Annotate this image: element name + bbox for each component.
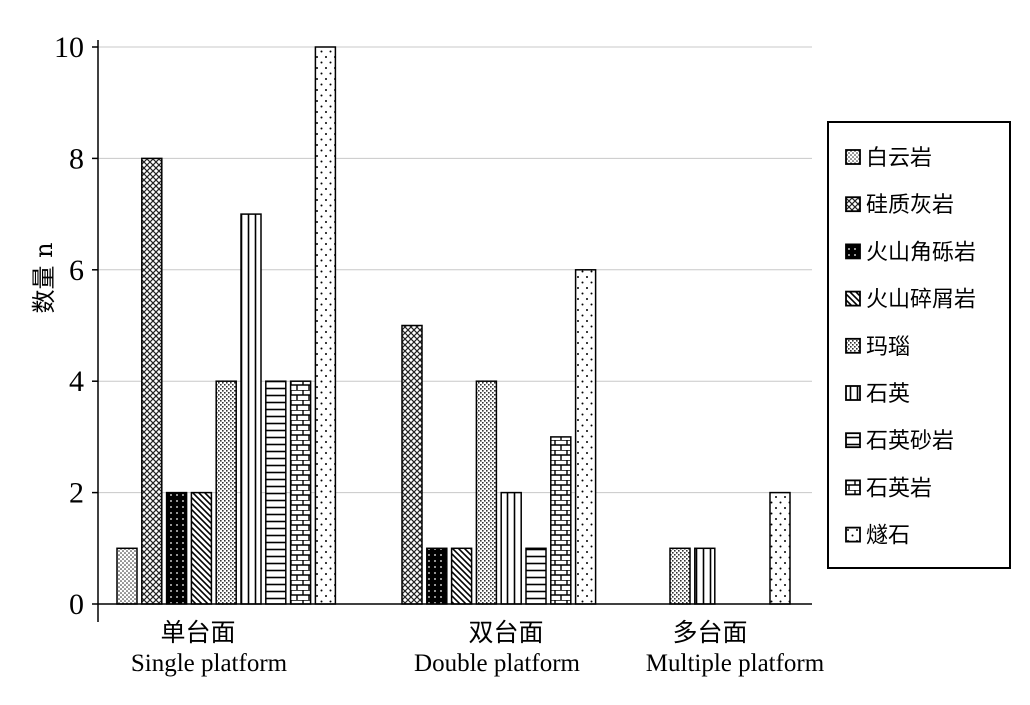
legend-swatch [845, 149, 861, 165]
legend-label: 石英 [866, 382, 910, 407]
legend-swatch [845, 479, 861, 496]
legend-label: 火山角砾岩 [866, 240, 976, 265]
legend-label: 玛瑙 [866, 335, 910, 360]
legend-swatch [845, 290, 861, 307]
legend-swatch [845, 243, 861, 260]
legend-label: 硅质灰岩 [866, 193, 954, 218]
bar [289, 380, 312, 605]
gridlines [98, 46, 812, 494]
bar [116, 547, 138, 605]
legend-swatch [845, 385, 861, 401]
legend-label: 火山碎屑岩 [866, 288, 976, 313]
bar [475, 380, 498, 605]
legend-swatch [845, 432, 861, 449]
category-labels: 单台面 Single platform 双台面 Double platform 多台面 M… [131, 618, 825, 677]
legend-swatch [845, 337, 861, 354]
bar [314, 46, 337, 605]
bars-group [116, 46, 791, 605]
category-label-cn: 单台面 [160, 618, 235, 647]
bar [500, 491, 522, 605]
legend-label: 石英岩 [866, 476, 932, 501]
bar [769, 491, 791, 605]
legend-swatch [845, 196, 861, 213]
category-label-en: Multiple platform [646, 650, 825, 677]
y-tick-label: 2 [69, 477, 84, 510]
category-label-cn: 双台面 [468, 618, 543, 647]
bar [694, 547, 716, 605]
bar [550, 436, 572, 605]
bar [240, 213, 262, 605]
legend-swatch [845, 526, 861, 543]
bar [574, 269, 597, 605]
bar [215, 380, 237, 605]
legend-label: 燧石 [866, 524, 910, 549]
bar [190, 491, 213, 605]
bar [265, 380, 287, 605]
y-tick-label: 10 [54, 31, 84, 64]
y-tick-label: 6 [69, 254, 84, 287]
legend-label: 白云岩 [866, 146, 932, 171]
y-tick-label: 4 [69, 365, 84, 398]
legend-label: 石英砂岩 [866, 429, 954, 454]
y-tick-label: 8 [69, 142, 84, 175]
bar [165, 491, 188, 605]
y-tick-label: 0 [69, 588, 84, 621]
bar [669, 547, 691, 605]
y-ticks: 0 2 4 6 8 10 [54, 31, 98, 621]
category-label-en: Double platform [414, 650, 580, 677]
bar [426, 547, 448, 605]
bar [141, 157, 163, 605]
bar [450, 547, 473, 605]
bar [525, 547, 547, 605]
category-label-cn: 多台面 [672, 618, 747, 647]
category-label-en: Single platform [131, 650, 288, 677]
bar [401, 324, 423, 605]
y-axis-label: 数量 n [30, 242, 58, 313]
